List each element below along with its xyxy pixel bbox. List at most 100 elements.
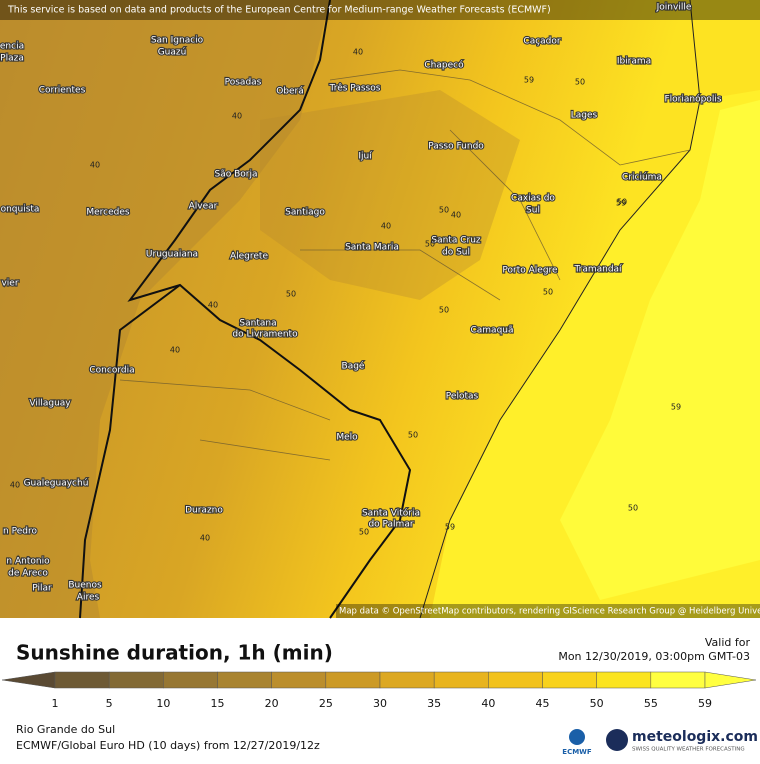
colorbar-cell (650, 671, 706, 689)
city-label: Chapecó (424, 60, 464, 71)
city-label: Alvear (189, 202, 218, 212)
city-label: vier (1, 279, 18, 289)
colorbar-tick-label: 25 (319, 697, 333, 710)
contour-label: 59 (671, 403, 681, 412)
city-label: Criciúma (622, 173, 662, 183)
colorbar-cell (433, 671, 489, 689)
colorbar-tick-label: 20 (265, 697, 279, 710)
city-label: Gualeguaychú (24, 479, 89, 489)
city-label: Santana (239, 319, 276, 329)
contour-label: 40 (232, 112, 242, 121)
city-label: Santa Vitória (362, 508, 420, 519)
colorbar-tick-label: 15 (211, 697, 225, 710)
city-label: Plaza (0, 54, 24, 64)
darker-region (0, 0, 330, 618)
city-label: Concordia (89, 366, 134, 376)
city-label: Santiago (285, 208, 325, 218)
colorbar-tick-label: 50 (590, 697, 604, 710)
brand: meteologix.com (632, 729, 758, 745)
map-labels: Joinville San Ignacio Guazú encia Plaza Caçad… (0, 1, 723, 603)
contour-label: 59 (524, 76, 534, 85)
city-label: n Antonio (6, 557, 50, 567)
contour-label: 50 (425, 240, 435, 249)
city-label: Posadas (225, 78, 262, 88)
colorbar-cell (379, 671, 435, 689)
country-border (127, 0, 412, 619)
city-label: Três Passos (329, 83, 381, 94)
city-label: Santa Cruz (431, 236, 481, 246)
ecmwf-label: ECMWF (562, 748, 592, 756)
colorbar-tick-label: 10 (156, 697, 170, 710)
city-label: de Areco (8, 569, 48, 579)
contour-label: 50 (439, 206, 449, 215)
colorbar-cell (488, 671, 543, 689)
contour-label: 40 (451, 211, 461, 220)
contour-label: 59 (616, 199, 626, 208)
model-info: ECMWF/Global Euro HD (10 days) from 12/2… (16, 739, 320, 752)
brand-tagline: SWISS QUALITY WEATHER FORECASTING (632, 747, 745, 753)
city-label: n Pedro (3, 527, 37, 537)
city-label: Ibirama (617, 57, 651, 67)
city-label: Buenos (68, 581, 102, 591)
city-label: Villaguay (29, 399, 71, 409)
colorbar-tick-label: 55 (644, 697, 658, 710)
map-area: This service is based on data and produc… (0, 0, 760, 619)
colorbar-cell (325, 671, 381, 689)
ocean-sunny (560, 100, 760, 600)
contour-label: 40 (208, 301, 218, 310)
city-label: Florianópolis (664, 94, 721, 105)
city-label: do Livramento (232, 330, 298, 340)
contour-label: 40 (353, 48, 363, 57)
banner-background (0, 0, 760, 20)
darker-region (260, 90, 520, 300)
city-label: Aires (77, 593, 100, 603)
ecmwf-logo (569, 729, 585, 745)
contour-label: 50 (543, 288, 553, 297)
contour-label: 50 (286, 290, 296, 299)
city-label: São Borja (215, 170, 258, 180)
valid-time: Mon 12/30/2019, 03:00pm GMT-03 (558, 650, 750, 663)
city-label: Ijuí (358, 152, 372, 162)
legend-title: Sunshine duration, 1h (min) (16, 641, 333, 665)
contour-label: 59 (445, 523, 455, 532)
valid-label: Valid for (705, 636, 751, 649)
region: Rio Grande do Sul (16, 723, 115, 736)
province-border (119, 69, 691, 461)
contour-label: 50 (617, 198, 627, 207)
contour-label: 40 (200, 534, 210, 543)
city-label: Tramandaí (573, 265, 622, 275)
city-label: San Ignacio (151, 36, 204, 46)
city-label: Mercedes (86, 208, 130, 218)
contour-label: 40 (381, 222, 391, 231)
city-label: onquista (1, 205, 40, 215)
brand-logo (606, 729, 628, 751)
contour-label: 50 (408, 431, 418, 440)
city-label: Melo (336, 433, 358, 443)
city-label: Pelotas (446, 392, 479, 402)
colorbar-cell (542, 671, 597, 689)
city-label: Uruguaiana (146, 250, 198, 260)
colorbar: 1 5 10 15 20 25 30 35 40 45 50 55 59 (1, 671, 757, 710)
country-border (79, 284, 181, 619)
city-label: Passo Fundo (428, 142, 484, 152)
colorbar-cell (217, 671, 272, 689)
colorbar-arrow-high (704, 671, 757, 689)
contour-label: 40 (10, 481, 20, 490)
colorbar-cell (271, 671, 327, 689)
legend-panel: Sunshine duration, 1h (min) Valid for Mo… (1, 636, 758, 756)
colorbar-tick-label: 1 (52, 697, 59, 710)
colorbar-cell (596, 671, 652, 689)
coastline (419, 0, 701, 619)
city-label: encia (0, 42, 24, 52)
colorbar-arrow-low (1, 671, 56, 689)
city-label: Durazno (185, 506, 223, 516)
city-label: Oberá (276, 87, 304, 97)
contour-label: 50 (439, 306, 449, 315)
city-label: Caçador (523, 37, 560, 47)
colorbar-tick-label: 40 (481, 697, 495, 710)
attribution: Map data © OpenStreetMap contributors, r… (339, 607, 760, 617)
city-label: Santa Maria (345, 243, 399, 253)
city-label: Alegrete (230, 252, 268, 262)
city-label: Camaquã (470, 326, 513, 336)
